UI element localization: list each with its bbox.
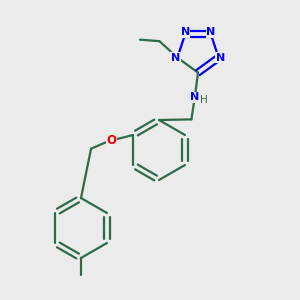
Text: N: N [171, 53, 180, 63]
Text: N: N [216, 53, 225, 63]
Text: N: N [190, 92, 200, 103]
Text: H: H [200, 94, 207, 105]
Text: N: N [181, 27, 190, 37]
Text: O: O [106, 134, 116, 147]
Text: N: N [206, 27, 215, 37]
